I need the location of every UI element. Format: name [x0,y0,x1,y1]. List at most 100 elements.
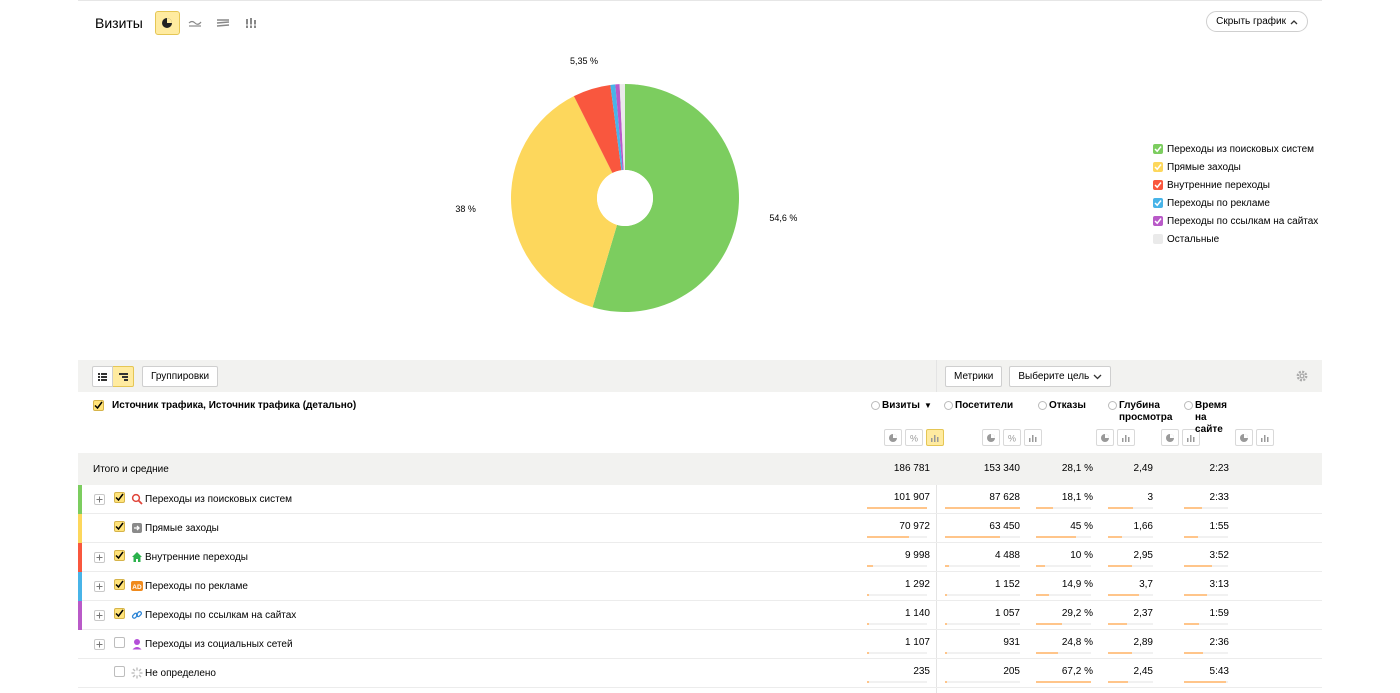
metric-header[interactable]: Отказы [1038,400,1088,412]
row-label[interactable]: Переходы из поисковых систем [145,494,293,505]
table-row[interactable]: Переходы из поисковых систем 101 907 87 62… [78,485,1322,514]
cell-bar-fill [1108,536,1122,538]
metric-header[interactable]: Визиты ▼ [871,400,932,412]
legend-checkbox[interactable] [1153,144,1163,154]
row-label[interactable]: Переходы по рекламе [145,581,248,592]
expand-row-button[interactable] [94,639,105,650]
expand-row-button[interactable] [94,552,105,563]
metric-radio[interactable] [871,401,880,410]
pie-slice[interactable] [619,84,625,171]
row-label[interactable]: Не определено [145,668,216,679]
expand-row-button[interactable] [94,581,105,592]
legend-item[interactable]: Переходы по ссылкам на сайтах [1153,212,1318,230]
metric-header[interactable]: Глубина просмотра [1108,400,1172,424]
goal-select[interactable]: Выберите цель [1009,366,1112,387]
legend-checkbox[interactable] [1153,180,1163,190]
metric-radio[interactable] [1038,401,1047,410]
donut-chart: 54,6 % 38 % 5,35 % [455,56,797,312]
legend-item[interactable]: Прямые заходы [1153,158,1318,176]
row-checkbox[interactable] [114,521,125,532]
legend-checkbox[interactable] [1153,162,1163,172]
metric-radio[interactable] [1184,401,1193,410]
metric-pie-button[interactable] [884,429,902,446]
legend-checkbox[interactable] [1153,234,1163,244]
line-view-button[interactable] [183,11,208,35]
row-checkbox[interactable] [114,666,125,677]
legend-item[interactable]: Внутренние переходы [1153,176,1318,194]
cell-value: 18,1 % [1061,492,1093,503]
metric-percent-button[interactable]: % [1003,429,1021,446]
metrics-button[interactable]: Метрики [945,366,1003,387]
metric-bar-button[interactable] [1117,429,1135,446]
row-label[interactable]: Прямые заходы [145,523,219,534]
cell-bar-fill [867,507,927,509]
tree-view-button[interactable] [113,366,134,387]
metric-bar-button[interactable] [1182,429,1200,446]
row-color-marker [78,543,82,572]
metric-pie-button[interactable] [1235,429,1253,446]
table-row[interactable]: AD Переходы по рекламе 1 292 1 152 14,9 % 3,7… [78,572,1322,601]
cell-bar-fill [867,565,873,567]
legend-checkbox[interactable] [1153,216,1163,226]
pie-slice[interactable] [610,84,623,171]
pie-slice[interactable] [615,84,624,171]
pie-slice[interactable] [510,96,618,308]
table-row[interactable]: Переходы по ссылкам на сайтах 1 140 1 057 2… [78,601,1322,630]
table-row[interactable]: Не определено 235 205 67,2 % 2,45 5:43 [78,659,1322,688]
metric-bar-button[interactable] [926,429,944,446]
metric-radio[interactable] [944,401,953,410]
row-label[interactable]: Внутренние переходы [145,552,248,563]
row-checkbox[interactable] [114,550,125,561]
checkmark-icon [1154,200,1162,207]
chevron-down-icon [1093,374,1102,379]
pie-chart-icon [162,18,173,28]
legend-checkbox[interactable] [1153,198,1163,208]
bar-chart-icon [931,434,939,442]
table-row[interactable]: Прямые заходы 70 972 63 450 45 % 1,66 1:55 [78,514,1322,543]
plus-icon [96,641,103,648]
table-row[interactable]: Внутренние переходы 9 998 4 488 10 % 2,95 3:5… [78,543,1322,572]
row-checkbox[interactable] [114,637,125,648]
pie-slice[interactable] [573,84,622,173]
area-view-button[interactable] [211,11,236,35]
bar-view-button[interactable] [239,11,264,35]
cell-value: 3:13 [1209,579,1229,590]
expand-row-button[interactable] [94,610,105,621]
cell-value: 1 057 [994,608,1020,619]
row-checkbox[interactable] [114,579,125,590]
groupings-button[interactable]: Группировки [142,366,219,387]
sort-desc-icon[interactable]: ▼ [923,401,932,410]
table-row[interactable]: Переходы из социальных сетей 1 107 931 24,8… [78,630,1322,659]
metric-pie-button[interactable] [1096,429,1114,446]
row-checkbox[interactable] [114,492,125,503]
legend-item[interactable]: Остальные [1153,230,1318,248]
metric-percent-button[interactable]: % [905,429,923,446]
cell-bar-fill [1108,507,1133,509]
metric-radio[interactable] [1108,401,1117,410]
pie-slice[interactable] [592,84,739,312]
metric-header[interactable]: Посетители [944,400,1014,412]
hide-chart-button[interactable]: Скрыть график [1206,11,1308,32]
expand-row-button[interactable] [94,494,105,505]
legend-item[interactable]: Переходы по рекламе [1153,194,1318,212]
cell-value: 931 [1003,637,1020,648]
row-label[interactable]: Переходы из социальных сетей [145,639,293,650]
gear-icon[interactable] [1296,370,1308,382]
cell-bar-fill [1036,623,1062,625]
cell-bar [1036,536,1091,538]
metric-pie-button[interactable] [982,429,1000,446]
legend-item[interactable]: Переходы из поисковых систем [1153,140,1318,158]
metric-pie-button[interactable] [1161,429,1179,446]
pie-chart-icon [1240,433,1248,442]
list-view-button[interactable] [92,366,113,387]
row-label[interactable]: Переходы по ссылкам на сайтах [145,610,297,621]
cell-bar [1108,681,1153,683]
metric-header[interactable]: Время на сайте [1184,400,1232,436]
dimension-checkbox[interactable] [93,400,104,411]
metric-bar-button[interactable] [1256,429,1274,446]
row-checkbox[interactable] [114,608,125,619]
metric-bar-button[interactable] [1024,429,1042,446]
cell-value: 14,9 % [1061,579,1093,590]
pie-view-button[interactable] [154,11,180,35]
cell-bar-fill [945,536,1000,538]
